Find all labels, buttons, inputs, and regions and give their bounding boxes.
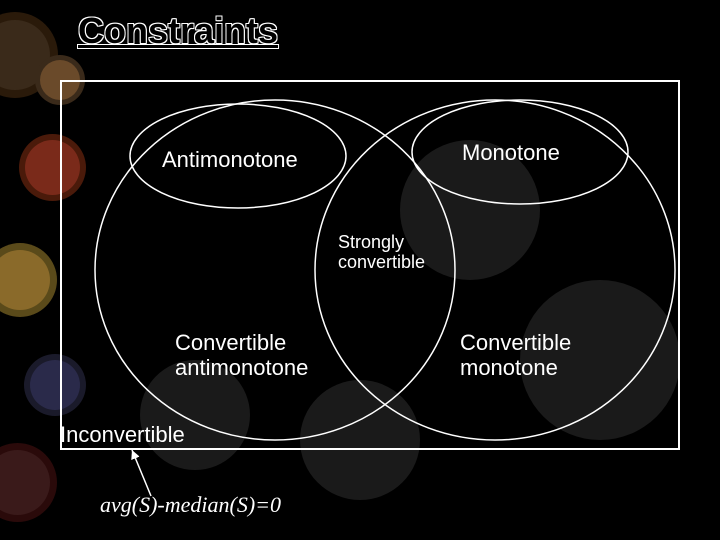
arrow-formula-to-inconvertible: [0, 0, 720, 540]
